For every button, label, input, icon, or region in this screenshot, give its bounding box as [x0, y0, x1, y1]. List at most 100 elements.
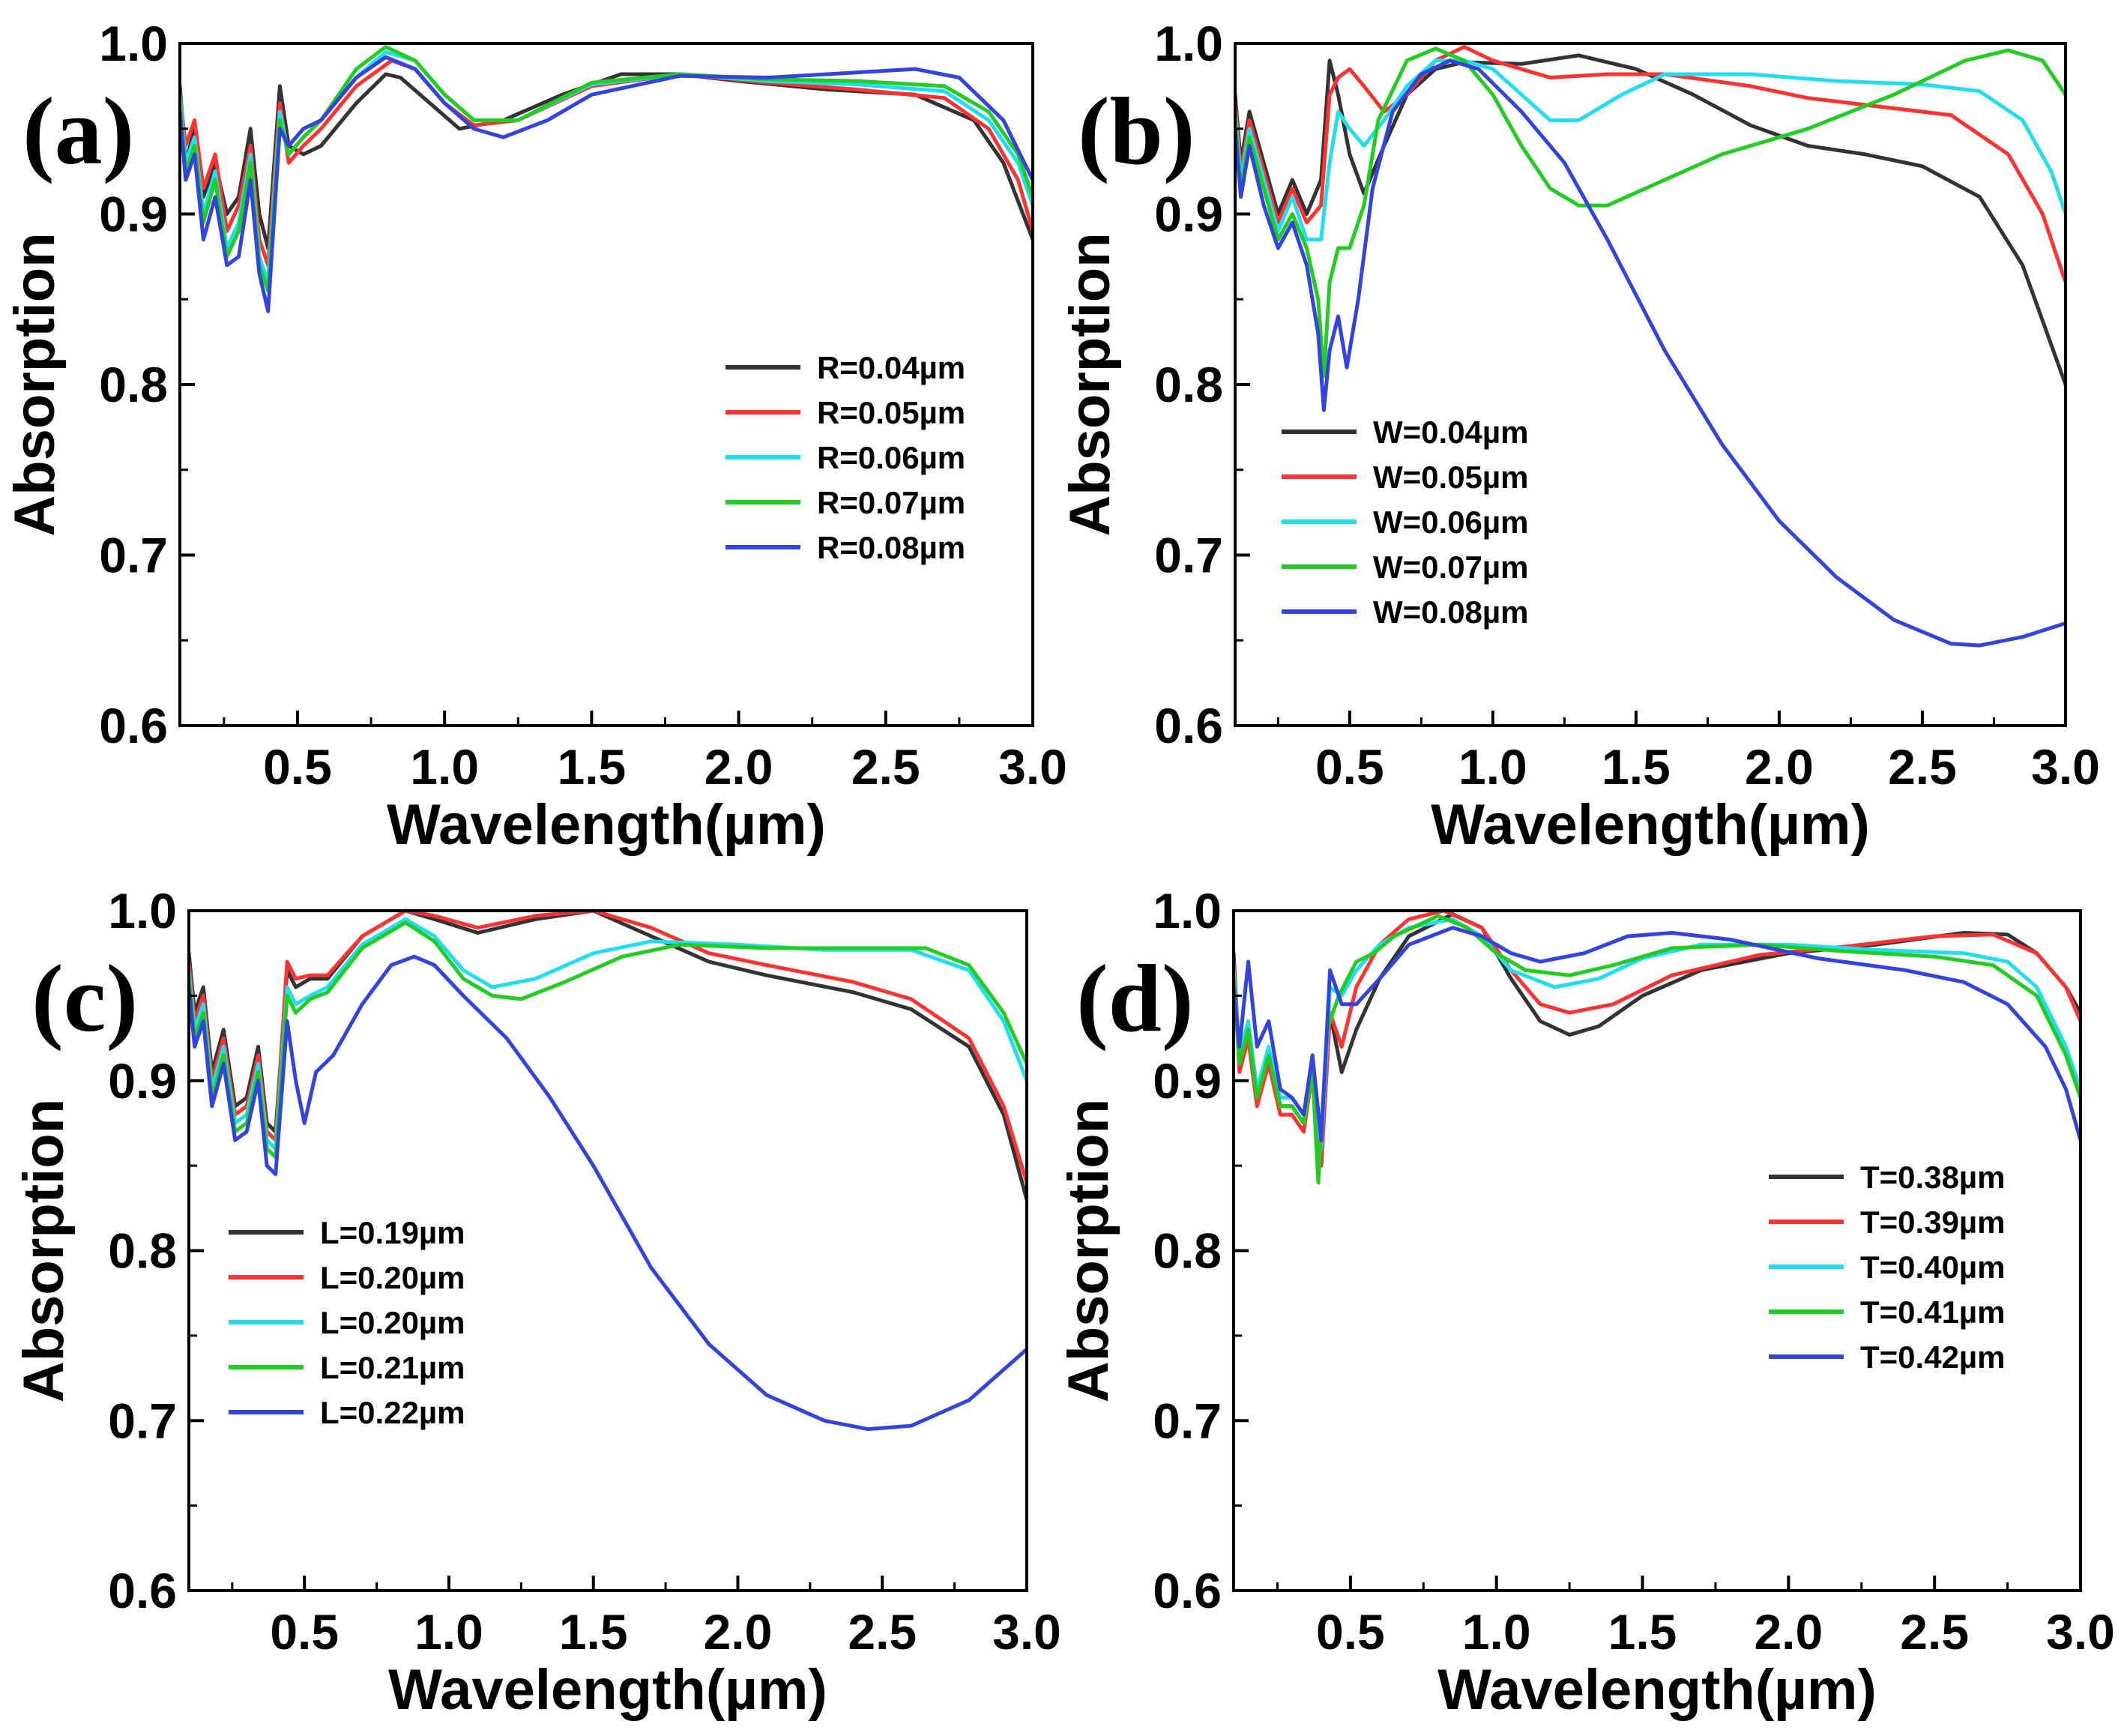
panel-label: (a) — [22, 78, 134, 184]
x-tick-label: 1.0 — [1458, 739, 1527, 795]
x-tick-label: 1.0 — [414, 1604, 483, 1660]
plot-frame — [187, 909, 1028, 1592]
y-tick-label: 0.7 — [1154, 528, 1223, 583]
chart-panel-1: 0.5 1.0 1.5 2.0 2.5 3.00.60.70.80.91.0Wavelen… — [1058, 16, 2100, 857]
x-tick-label: 3.0 — [998, 739, 1067, 795]
y-tick-label: 0.6 — [1154, 698, 1223, 753]
y-tick-label: 0.9 — [108, 1053, 177, 1109]
y-tick-label: 1.0 — [99, 16, 168, 71]
y-tick-label: 0.6 — [1153, 1563, 1222, 1618]
x-tick-label: 1.0 — [410, 739, 479, 795]
legend-entry-label: R=0.08µm — [817, 530, 965, 565]
series-line-2 — [1235, 58, 2066, 242]
legend-entry-label: L=0.20µm — [320, 1260, 465, 1295]
y-axis-label: Absorption — [3, 232, 67, 536]
legend-entry-label: W=0.06µm — [1373, 504, 1528, 540]
legend-entry-label: T=0.39µm — [1860, 1205, 2005, 1240]
legend-entry-label: T=0.42µm — [1860, 1339, 2005, 1375]
x-tick-label: 2.5 — [851, 739, 920, 795]
series-line-4 — [1234, 926, 2081, 1142]
legend: W=0.04µm W=0.05µm W=0.06µm W=0.07µm W=0.08µm — [1282, 415, 1528, 630]
y-tick-label: 0.8 — [1153, 1223, 1222, 1279]
x-tick-label: 2.5 — [848, 1604, 917, 1660]
x-axis-label: Wavelength(µm) — [1431, 793, 1870, 857]
legend-entry-label: W=0.05µm — [1373, 459, 1528, 495]
x-axis-label: Wavelength(µm) — [388, 1658, 827, 1722]
legend-entry-label: L=0.20µm — [320, 1305, 465, 1340]
y-tick-label: 0.8 — [1154, 357, 1223, 412]
legend-entry-label: T=0.38µm — [1860, 1160, 2005, 1195]
x-axis-label: Wavelength(µm) — [1437, 1658, 1877, 1722]
y-tick-label: 0.9 — [1153, 1053, 1222, 1109]
legend: T=0.38µm T=0.39µm T=0.40µm T=0.41µm T=0.42µm — [1769, 1160, 2005, 1375]
y-tick-label: 0.6 — [108, 1563, 177, 1618]
legend-entry-label: R=0.06µm — [817, 440, 965, 475]
x-tick-label: 0.5 — [263, 739, 332, 795]
y-axis-label: Absorption — [1057, 1099, 1120, 1402]
y-tick-label: 0.7 — [1153, 1393, 1222, 1448]
y-tick-label: 0.8 — [99, 357, 168, 412]
y-axis-label: Absorption — [12, 1099, 76, 1402]
series-line-2 — [180, 49, 1033, 284]
legend-entry-label: R=0.07µm — [817, 485, 965, 520]
series-line-3 — [1235, 46, 2066, 379]
legend: R=0.04µm R=0.05µm R=0.06µm R=0.07µm R=0.08µm — [725, 350, 965, 565]
x-tick-label: 2.0 — [1745, 739, 1814, 795]
legend-entry-label: T=0.40µm — [1860, 1250, 2005, 1285]
x-tick-label: 0.5 — [1315, 739, 1384, 795]
y-tick-label: 0.6 — [99, 698, 168, 753]
series-line-3 — [180, 45, 1033, 293]
panel-label: (d) — [1076, 945, 1193, 1052]
y-tick-label: 1.0 — [1153, 883, 1222, 938]
x-tick-label: 2.0 — [704, 1604, 773, 1660]
legend-entry-label: W=0.04µm — [1373, 415, 1528, 450]
y-axis-label: Absorption — [1058, 232, 1122, 536]
x-axis-label: Wavelength(µm) — [387, 793, 826, 857]
chart-panel-0: 0.5 1.0 1.5 2.0 2.5 3.00.60.70.80.91.0Wavelen… — [3, 16, 1067, 857]
legend-entry-label: W=0.07µm — [1373, 549, 1528, 585]
legend-entry-label: R=0.04µm — [817, 350, 965, 385]
series-line-1 — [180, 58, 1033, 268]
series-line-4 — [1235, 58, 2066, 648]
series-line-1 — [1234, 908, 2081, 1168]
series-line-0 — [180, 72, 1033, 250]
series-line-0 — [189, 908, 1027, 1202]
legend-entry-label: L=0.19µm — [320, 1215, 465, 1250]
series-line-3 — [1234, 914, 2081, 1185]
series-line-3 — [189, 920, 1027, 1160]
x-tick-label: 3.0 — [2046, 1604, 2115, 1660]
x-tick-label: 1.5 — [558, 739, 627, 795]
x-tick-label: 0.5 — [1316, 1604, 1385, 1660]
x-tick-label: 0.5 — [270, 1604, 339, 1660]
legend-entry-label: R=0.05µm — [817, 395, 965, 430]
panel-label: (c) — [31, 945, 138, 1052]
panel-label: (b) — [1078, 78, 1195, 184]
y-tick-label: 0.8 — [108, 1223, 177, 1279]
x-tick-label: 1.5 — [559, 1604, 628, 1660]
series-line-2 — [189, 917, 1027, 1151]
y-tick-label: 1.0 — [108, 883, 177, 938]
legend-entry-label: L=0.22µm — [320, 1395, 465, 1430]
x-tick-label: 2.0 — [1754, 1604, 1823, 1660]
series-line-4 — [189, 954, 1027, 1432]
y-tick-label: 0.7 — [99, 528, 168, 583]
chart-panel-3: 0.5 1.0 1.5 2.0 2.5 3.00.60.70.80.91.0Wavelen… — [1057, 883, 2115, 1722]
x-tick-label: 2.5 — [1900, 1604, 1969, 1660]
x-tick-label: 2.0 — [705, 739, 773, 795]
legend-entry-label: T=0.41µm — [1860, 1295, 2005, 1330]
chart-panel-2: 0.5 1.0 1.5 2.0 2.5 3.00.60.70.80.91.0Wavelen… — [12, 883, 1061, 1722]
x-tick-label: 1.0 — [1462, 1604, 1531, 1660]
y-tick-label: 1.0 — [1154, 16, 1223, 71]
series-line-4 — [180, 55, 1033, 313]
y-tick-label: 0.9 — [1154, 187, 1223, 242]
x-tick-label: 3.0 — [992, 1604, 1061, 1660]
x-tick-label: 2.5 — [1888, 739, 1957, 795]
y-tick-label: 0.7 — [108, 1393, 177, 1448]
legend-entry-label: L=0.21µm — [320, 1350, 465, 1385]
legend-entry-label: W=0.08µm — [1373, 594, 1528, 630]
y-tick-label: 0.9 — [99, 187, 168, 242]
plot-frame — [1234, 42, 2067, 727]
x-tick-label: 1.5 — [1608, 1604, 1677, 1660]
x-tick-label: 3.0 — [2031, 739, 2100, 795]
